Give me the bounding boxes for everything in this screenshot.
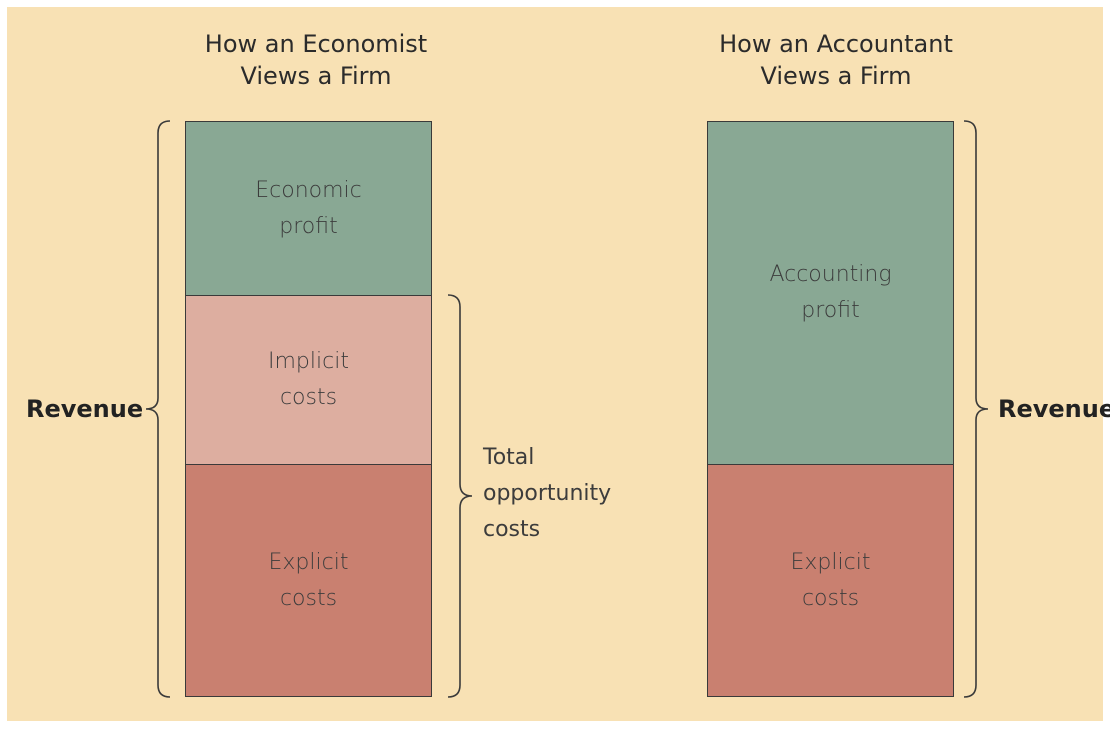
accountant-title: How an Accountant Views a Firm (700, 28, 972, 92)
economist-explicit-costs-label-line1: Explicit (268, 549, 349, 575)
accounting-profit-label-line2: profit (801, 298, 860, 323)
economist-explicit-costs-label-line2: costs (279, 585, 338, 611)
implicit-costs-label-line1: Implicit (268, 349, 349, 374)
accountant-explicit-costs-label-line2: costs (801, 585, 860, 611)
economist-title: How an Economist Views a Firm (185, 28, 447, 92)
accountant-explicit-costs-block: Explicit costs (707, 464, 954, 697)
economic-profit-block: Economic profit (185, 121, 432, 296)
accountant-revenue-label: Revenue (998, 395, 1110, 423)
accounting-profit-block: Accounting profit (707, 121, 954, 465)
accountant-revenue-brace (963, 120, 989, 698)
economist-title-line1: How an Economist (204, 30, 428, 58)
economist-revenue-brace (145, 120, 171, 698)
economic-profit-label-line2: profit (279, 213, 338, 239)
opportunity-label-line2: opportunity (483, 481, 612, 506)
accountant-explicit-costs-label-line1: Explicit (790, 549, 871, 575)
implicit-costs-label-line2: costs (279, 385, 338, 410)
opportunity-label-line3: costs (483, 517, 541, 542)
economist-explicit-costs-block: Explicit costs (185, 464, 432, 697)
economist-title-line2: Views a Firm (240, 62, 392, 90)
implicit-costs-block: Implicit costs (185, 295, 432, 465)
total-opportunity-costs-label: Total opportunity costs (483, 440, 611, 548)
accountant-title-line1: How an Accountant (719, 30, 953, 58)
accountant-title-line2: Views a Firm (760, 62, 912, 90)
economist-revenue-label: Revenue (26, 395, 144, 423)
total-opportunity-costs-brace (447, 294, 473, 698)
economic-profit-label-line1: Economic (255, 177, 362, 203)
opportunity-label-line1: Total (483, 445, 535, 470)
accounting-profit-label-line1: Accounting (769, 262, 892, 287)
